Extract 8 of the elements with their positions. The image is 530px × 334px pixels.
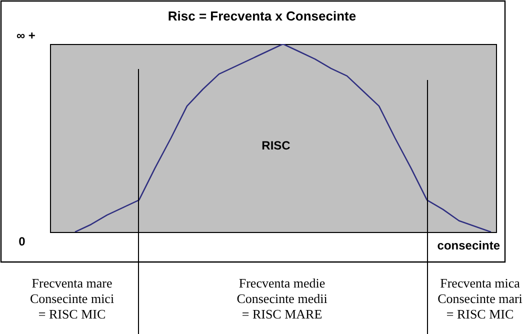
text: Frecventa mare Consecinte mici = RISC MIC <box>30 275 114 322</box>
x-axis-title: consecinte <box>437 238 500 252</box>
text: Frecventa mica Consecinte mari = RISC MIC <box>438 275 523 322</box>
text: 0 <box>18 234 26 248</box>
text: Frecventa medie Consecinte medii = RISC MARE <box>236 275 328 322</box>
text: ∞ + <box>16 28 36 42</box>
chart-title: Risc = Frecventa x Consecinte <box>168 8 356 24</box>
annotation: RISC <box>262 138 291 152</box>
